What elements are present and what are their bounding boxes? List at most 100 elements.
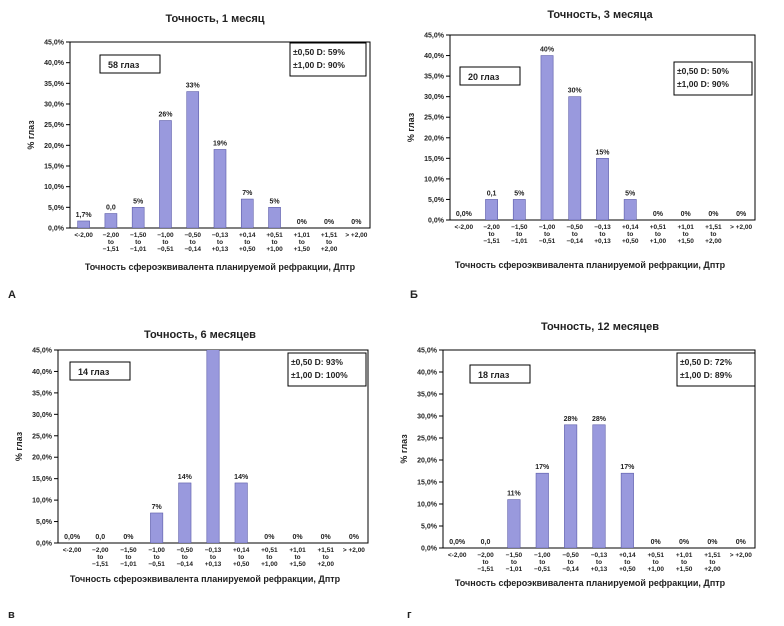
chart-title: Точность, 12 месяцев <box>541 321 659 333</box>
y-tick-label: 25,0% <box>32 433 53 440</box>
y-axis-label: % глаз <box>399 434 409 464</box>
y-tick-label: 45,0% <box>32 348 53 355</box>
value-label: 0% <box>349 534 360 541</box>
bar <box>507 499 521 548</box>
panel-label: А <box>8 289 16 301</box>
eyes-box <box>469 364 531 384</box>
accuracy-box <box>673 61 753 96</box>
x-axis-label: Точность сфероэквивалента планируемой ре… <box>85 262 356 272</box>
x-tick-label: −0,50 to −0,14 <box>185 232 202 253</box>
x-tick-label: −0,13 to +0,13 <box>205 547 222 568</box>
y-tick-label: 35,0% <box>32 390 53 397</box>
y-tick-label: 45,0% <box>417 348 438 355</box>
x-tick-label: +1,51 to +2,00 <box>318 547 335 568</box>
bar <box>131 207 145 228</box>
y-tick-label: 15,0% <box>44 164 65 171</box>
value-label: 0% <box>264 534 275 541</box>
value-label: 26% <box>158 112 173 119</box>
value-label: 0% <box>351 219 362 226</box>
value-label: 0,0 <box>95 534 105 541</box>
x-tick-label: +1,01 to +1,50 <box>676 552 693 573</box>
eyes-count: 18 глаз <box>478 370 510 380</box>
eyes-box <box>99 54 161 74</box>
y-tick-label: 25,0% <box>44 122 65 129</box>
bar <box>104 213 118 228</box>
bar <box>150 512 164 543</box>
value-label: 30% <box>568 88 583 95</box>
eyes-box <box>69 361 131 381</box>
accuracy-line: ±1,00 D: 90% <box>293 60 345 70</box>
x-tick-label: −2,00 to −1,51 <box>477 552 494 573</box>
accuracy-line: ±1,00 D: 90% <box>677 79 729 89</box>
value-label: 0% <box>324 219 335 226</box>
eyes-count: 14 глаз <box>78 367 110 377</box>
y-tick-label: 35,0% <box>424 74 445 81</box>
x-tick-label: −1,00 to −0,51 <box>157 232 174 253</box>
accuracy-line: ±1,00 D: 100% <box>291 370 348 380</box>
y-tick-label: 5,0% <box>48 205 65 212</box>
value-label: 28% <box>564 416 579 423</box>
bar <box>564 424 578 548</box>
value-label: 17% <box>620 464 635 471</box>
x-tick-label: +0,51 to +1,00 <box>261 547 278 568</box>
y-tick-label: 15,0% <box>32 476 53 483</box>
value-label: 0% <box>736 211 747 218</box>
y-tick-label: 0,0% <box>428 218 445 225</box>
value-label: 0,0% <box>64 534 81 541</box>
value-label: 7% <box>242 190 253 197</box>
value-label: 5% <box>625 190 636 197</box>
y-tick-label: 15,0% <box>417 480 438 487</box>
x-tick-label: +0,14 to +0,50 <box>619 552 636 573</box>
value-label: 5% <box>269 198 280 205</box>
x-tick-label: −0,13 to +0,13 <box>594 224 611 245</box>
y-tick-label: 20,0% <box>417 458 438 465</box>
x-axis-label: Точность сфероэквивалента планируемой ре… <box>70 574 341 584</box>
value-label: 28% <box>592 416 607 423</box>
value-label: 0% <box>679 539 690 546</box>
x-tick-label: +0,51 to +1,00 <box>650 224 667 245</box>
x-tick-label: <-2,00 <box>455 224 474 231</box>
y-tick-label: 5,0% <box>428 197 445 204</box>
x-tick-label: +0,14 to +0,50 <box>622 224 639 245</box>
y-tick-label: 15,0% <box>424 156 445 163</box>
value-label: 5% <box>514 190 525 197</box>
value-label: 0,0 <box>106 205 116 212</box>
x-tick-label: −2,00 to −1,51 <box>103 232 120 253</box>
x-tick-label: −1,50 to −1,01 <box>130 232 147 253</box>
x-tick-label: +1,51 to +2,00 <box>321 232 338 253</box>
y-tick-label: 35,0% <box>44 81 65 88</box>
panel-label: Б <box>410 289 418 301</box>
x-tick-label: −2,00 to −1,51 <box>92 547 109 568</box>
x-tick-label: <-2,00 <box>448 552 467 559</box>
value-label: 0,0 <box>481 539 491 546</box>
x-tick-label: +0,51 to +1,00 <box>648 552 665 573</box>
x-tick-label: −0,13 to +0,13 <box>591 552 608 573</box>
x-tick-label: −1,50 to −1,01 <box>506 552 523 573</box>
x-tick-label: −0,50 to −0,14 <box>177 547 194 568</box>
bar <box>159 120 172 228</box>
y-tick-label: 0,0% <box>48 226 65 233</box>
y-tick-label: 45,0% <box>44 40 65 47</box>
bar <box>213 149 227 228</box>
y-tick-label: 40,0% <box>424 53 445 60</box>
value-label: 0% <box>736 539 747 546</box>
value-label: 0% <box>707 539 718 546</box>
y-tick-label: 20,0% <box>424 135 445 142</box>
x-tick-label: −0,50 to −0,14 <box>567 224 584 245</box>
x-tick-label: +0,14 to +0,50 <box>239 232 256 253</box>
y-tick-label: 30,0% <box>424 94 445 101</box>
value-label: 40% <box>540 47 555 54</box>
x-tick-label: > +2,00 <box>345 232 367 239</box>
y-tick-label: 35,0% <box>417 392 438 399</box>
value-label: 14% <box>178 474 193 481</box>
x-tick-label: −1,00 to −0,51 <box>534 552 551 573</box>
x-tick-label: +1,01 to +1,50 <box>294 232 311 253</box>
bar <box>540 55 554 220</box>
bar <box>234 482 248 543</box>
x-tick-label: −0,50 to −0,14 <box>562 552 579 573</box>
y-tick-label: 30,0% <box>32 412 53 419</box>
value-label: 0,0% <box>456 211 473 218</box>
value-label: 5% <box>133 198 144 205</box>
y-tick-label: 20,0% <box>44 143 65 150</box>
